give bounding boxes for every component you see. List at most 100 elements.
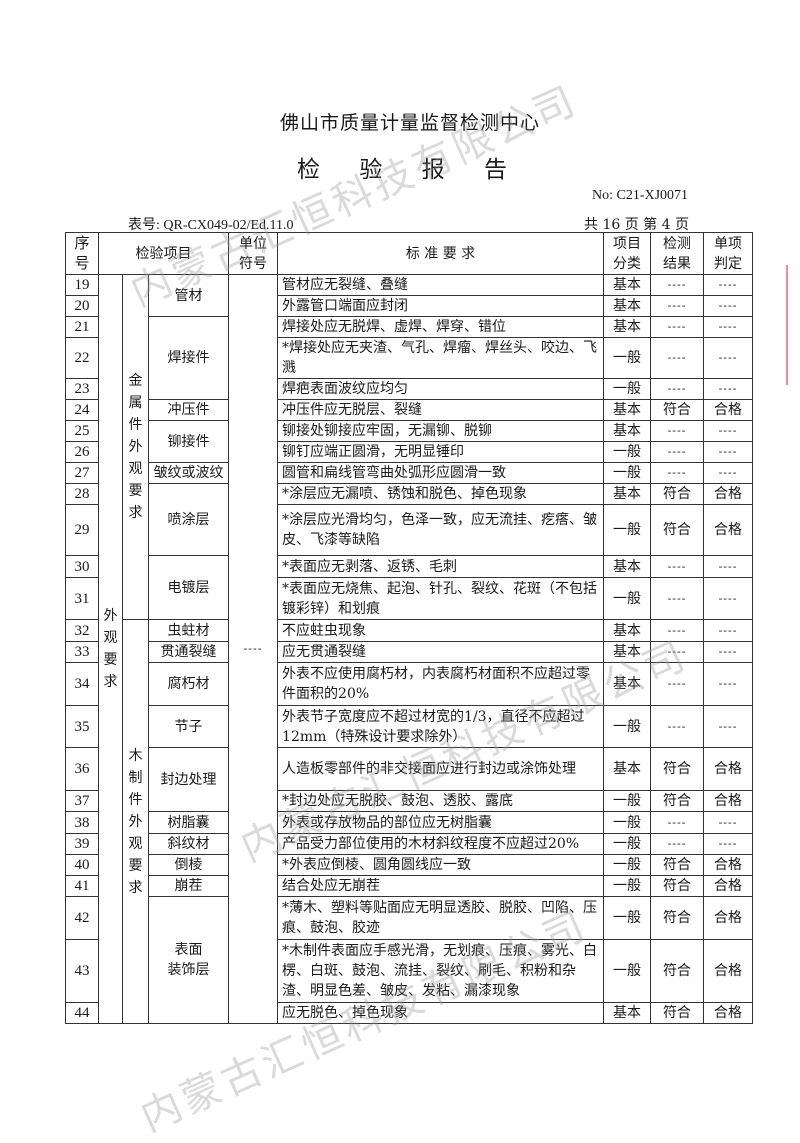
table-row: 34 腐朽材 外表不应使用腐朽材，内表腐朽材面积不应超过零件面积的20% 基本 ----… [65,662,754,706]
item-name: 节子 [147,705,230,748]
row-class: 一般 [603,577,652,620]
row-class: 基本 [603,420,652,442]
report-title: 检 验 报 告 [297,157,523,183]
row-class: 一般 [603,939,652,1003]
page-counter: 共 16 页 第 4 页 [584,217,689,233]
row-judgement: ---- [703,337,754,379]
row-class: 一般 [603,378,652,400]
row-class: 基本 [603,295,652,317]
row-seq: 25 [65,420,99,442]
report-number: No: C21-XJ0071 [592,188,689,203]
row-standard: 冲压件应无脱层、裂缝 [277,399,605,421]
row-seq: 22 [65,337,99,379]
row-seq: 40 [65,854,99,876]
row-judgement: ---- [703,462,754,484]
header-result: 检测 结果 [650,232,705,275]
row-seq: 30 [65,555,99,578]
item-name: 虫蛀材 [147,619,230,642]
row-judgement: ---- [703,577,754,620]
table-row: 39 斜纹材 产品受力部位使用的木材斜纹程度不应超过20% 一般 ---- ---- [65,833,754,855]
row-result: ---- [650,641,705,663]
row-seq: 34 [65,662,99,706]
table-row: 36 封边处理 人造板零部件的非交接面应进行封边或涂饰处理 基本 符合 合格 [65,747,754,812]
row-standard: *木制件表面应手感光滑，无划痕、压痕、雾光、白楞、白斑、鼓泡、流挂、裂纹、刷毛、… [277,939,605,1003]
row-seq: 39 [65,833,99,855]
row-result: ---- [650,441,705,463]
row-result: ---- [650,316,705,338]
table-row: 21 焊接件 焊接处应无脱焊、虚焊、焊穿、错位 基本 ---- ---- [65,316,754,400]
row-standard: 人造板零部件的非交接面应进行封边或涂饰处理 [277,747,605,791]
row-standard: 铆接处铆接应牢固，无漏铆、脱铆 [277,420,605,442]
row-seq: 37 [65,790,99,812]
row-seq: 32 [65,619,99,642]
header-standard: 标 准 要 求 [277,232,605,275]
row-result: 符合 [650,896,705,940]
item-name: 贯通裂缝 [147,641,230,663]
table-row: 44 应无脱色、掉色现象 基本 符合 合格 [65,1002,754,1024]
table-row: 28 喷涂层 *涂层应无漏喷、锈蚀和脱色、掉色现象 基本 符合 合格 [65,483,754,556]
row-seq: 33 [65,641,99,663]
item-name: 倒棱 [147,854,230,876]
item-name: 树脂囊 [147,811,230,834]
row-result: ---- [650,295,705,317]
row-judgement: ---- [703,662,754,706]
row-standard: 外表节子宽度应不超过材宽的1/3，直径不应超过12mm（特殊设计要求除外） [277,705,605,748]
row-standard: *焊接处应无夹渣、气孔、焊瘤、焊丝头、咬边、飞溅 [277,337,605,379]
row-judgement: ---- [703,378,754,400]
row-seq: 35 [65,705,99,748]
item-name: 皱纹或波纹 [147,462,230,484]
row-result: 符合 [650,747,705,791]
row-seq: 23 [65,378,99,400]
item-name: 封边处理 [147,747,230,812]
row-result: ---- [650,662,705,706]
row-class: 基本 [603,555,652,578]
row-judgement: ---- [703,316,754,338]
row-result: ---- [650,619,705,642]
row-judgement: ---- [703,641,754,663]
row-seq: 43 [65,939,99,1003]
row-standard: 铆钉应端正圆滑，无明显锤印 [277,441,605,463]
form-number: 表号: QR-CX049-02/Ed.11.0 [128,218,294,233]
row-judgement: 合格 [703,790,754,812]
table-row: 41 崩茬 结合处应无崩茬 一般 符合 合格 [65,875,754,897]
row-seq: 38 [65,811,99,834]
row-result: ---- [650,705,705,748]
row-result: ---- [650,555,705,578]
row-standard: 应无贯通裂缝 [277,641,605,663]
row-judgement: 合格 [703,504,754,556]
row-result: ---- [650,274,705,296]
item-name: 冲压件 [147,399,230,421]
header-item: 检验项目 [97,232,230,275]
row-class: 一般 [603,705,652,748]
row-result: 符合 [650,504,705,556]
header-row: 序 号检验项目 单位 符号标 准 要 求项目 分类 检测 结果 单项 判定 [65,232,754,275]
header-judge: 单项 判定 [703,232,754,275]
row-standard: *薄木、塑料等贴面应无明显透胶、脱胶、凹陷、压痕、鼓泡、胶迹 [277,896,605,940]
row-seq: 41 [65,875,99,897]
item-name: 喷涂层 [147,483,230,556]
row-result: ---- [650,337,705,379]
item-name: 崩茬 [147,875,230,897]
row-judgement: ---- [703,833,754,855]
row-class: 基本 [603,316,652,338]
row-standard: *涂层应光滑均匀，色泽一致，应无流挂、疙瘩、皱皮、飞漆等缺陷 [277,504,605,556]
row-result: 符合 [650,939,705,1003]
row-result: ---- [650,811,705,834]
row-judgement: 合格 [703,483,754,505]
row-class: 基本 [603,619,652,642]
table-row: 30 电镀层 *表面应无剥落、返锈、毛刺 基本 ---- ---- [65,555,754,620]
table-row: 35 节子 外表节子宽度应不超过材宽的1/3，直径不应超过12mm（特殊设计要求除外… [65,705,754,748]
item-name: 斜纹材 [147,833,230,855]
row-class: 一般 [603,833,652,855]
row-seq: 44 [65,1002,99,1024]
row-judgement: 合格 [703,747,754,791]
row-seq: 19 [65,274,99,296]
row-seq: 26 [65,441,99,463]
row-judgement: ---- [703,420,754,442]
item-name: 焊接件 [147,316,230,400]
header-class: 项目 分类 [603,232,652,275]
table-row: 25 铆接件 铆接处铆接应牢固，无漏铆、脱铆 基本 ---- ---- [65,420,754,463]
row-judgement: 合格 [703,399,754,421]
row-standard: 外表或存放物品的部位应无树脂囊 [277,811,605,834]
row-result: 符合 [650,854,705,876]
